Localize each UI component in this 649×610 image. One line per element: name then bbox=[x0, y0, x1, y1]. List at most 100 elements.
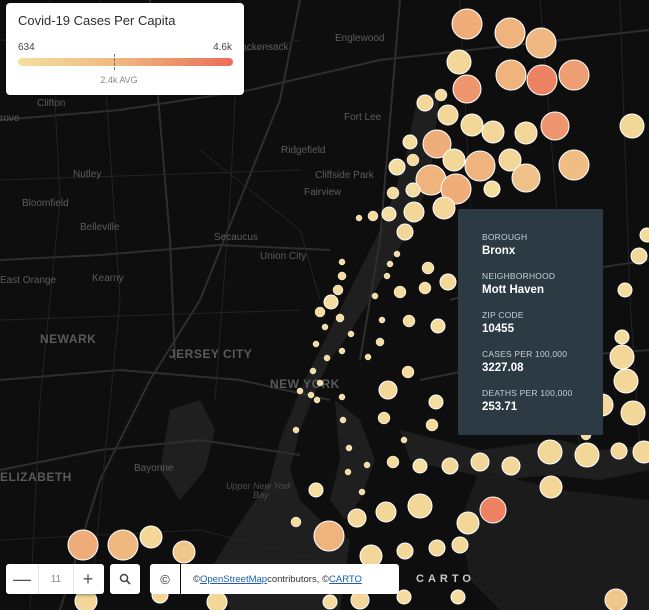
zip-code-circle[interactable] bbox=[355, 214, 363, 222]
zip-code-circle[interactable] bbox=[432, 196, 456, 220]
zip-code-circle[interactable] bbox=[619, 113, 645, 139]
zip-code-circle[interactable] bbox=[416, 94, 434, 112]
zip-code-circle[interactable] bbox=[347, 508, 367, 528]
zip-code-circle[interactable] bbox=[495, 59, 527, 91]
zip-code-circle[interactable] bbox=[378, 380, 398, 400]
zip-code-circle[interactable] bbox=[375, 337, 385, 347]
zip-code-circle[interactable] bbox=[405, 182, 421, 198]
zip-code-circle[interactable] bbox=[388, 158, 406, 176]
zip-code-circle[interactable] bbox=[386, 455, 400, 469]
zip-code-circle[interactable] bbox=[393, 285, 407, 299]
zip-code-circle[interactable] bbox=[470, 452, 490, 472]
zip-code-circle[interactable] bbox=[347, 330, 355, 338]
zip-code-circle[interactable] bbox=[313, 396, 321, 404]
zip-code-circle[interactable] bbox=[345, 444, 353, 452]
zip-code-circle[interactable] bbox=[206, 591, 228, 610]
zip-code-circle[interactable] bbox=[428, 539, 446, 557]
zip-code-circle[interactable] bbox=[396, 589, 412, 605]
zip-code-circle[interactable] bbox=[139, 525, 163, 549]
zip-code-circle[interactable] bbox=[494, 17, 526, 49]
zip-code-circle[interactable] bbox=[481, 120, 505, 144]
zip-code-circle[interactable] bbox=[312, 340, 320, 348]
zip-code-circle[interactable] bbox=[363, 461, 371, 469]
zip-code-circle[interactable] bbox=[339, 416, 347, 424]
zip-code-circle[interactable] bbox=[574, 442, 600, 468]
zip-code-circle[interactable] bbox=[172, 540, 196, 564]
zip-code-circle[interactable] bbox=[483, 180, 501, 198]
zip-code-circle[interactable] bbox=[107, 529, 139, 561]
zip-code-circle[interactable] bbox=[428, 394, 444, 410]
zip-code-circle[interactable] bbox=[290, 516, 302, 528]
zip-code-circle[interactable] bbox=[377, 411, 391, 425]
osm-link[interactable]: OpenStreetMap bbox=[200, 573, 268, 585]
zip-code-circle[interactable] bbox=[296, 387, 304, 395]
zip-code-circle[interactable] bbox=[364, 353, 372, 361]
zip-code-circle[interactable] bbox=[386, 186, 400, 200]
zip-code-circle[interactable] bbox=[412, 458, 428, 474]
zip-code-circle[interactable] bbox=[526, 64, 558, 96]
zip-code-circle[interactable] bbox=[396, 223, 414, 241]
zip-code-circle[interactable] bbox=[434, 88, 448, 102]
zip-code-circle[interactable] bbox=[425, 418, 439, 432]
zip-code-circle[interactable] bbox=[407, 493, 433, 519]
zoom-out-button[interactable]: — bbox=[13, 568, 31, 589]
zip-code-circle[interactable] bbox=[558, 59, 590, 91]
zip-code-circle[interactable] bbox=[292, 426, 300, 434]
search-button[interactable] bbox=[110, 564, 140, 594]
zip-code-circle[interactable] bbox=[525, 27, 557, 59]
zip-code-circle[interactable] bbox=[378, 316, 386, 324]
zip-code-circle[interactable] bbox=[610, 442, 628, 460]
zip-code-circle[interactable] bbox=[401, 365, 415, 379]
zip-code-circle[interactable] bbox=[396, 542, 414, 560]
zip-code-circle[interactable] bbox=[537, 439, 563, 465]
zip-code-circle[interactable] bbox=[323, 354, 331, 362]
zip-code-circle[interactable] bbox=[450, 589, 466, 605]
zip-code-circle[interactable] bbox=[338, 258, 346, 266]
zoom-in-button[interactable]: + bbox=[82, 568, 94, 589]
zip-code-circle[interactable] bbox=[430, 318, 446, 334]
zip-code-circle[interactable] bbox=[540, 111, 570, 141]
zip-code-circle[interactable] bbox=[321, 323, 329, 331]
zip-code-circle[interactable] bbox=[440, 173, 472, 205]
zip-code-circle[interactable] bbox=[451, 536, 469, 554]
zip-code-circle[interactable] bbox=[418, 281, 432, 295]
zip-code-circle[interactable] bbox=[511, 163, 541, 193]
zip-code-circle[interactable] bbox=[337, 271, 347, 281]
zip-code-circle[interactable] bbox=[422, 129, 452, 159]
zip-code-circle[interactable] bbox=[639, 227, 649, 243]
zip-code-circle[interactable] bbox=[367, 210, 379, 222]
zip-code-circle[interactable] bbox=[539, 475, 563, 499]
zip-code-circle[interactable] bbox=[332, 284, 344, 296]
zip-code-circle[interactable] bbox=[323, 294, 339, 310]
zip-code-circle[interactable] bbox=[338, 393, 346, 401]
zip-code-circle[interactable] bbox=[441, 457, 459, 475]
zip-code-circle[interactable] bbox=[358, 488, 366, 496]
zip-code-circle[interactable] bbox=[421, 261, 435, 275]
zip-code-circle[interactable] bbox=[381, 206, 397, 222]
zip-code-circle[interactable] bbox=[338, 347, 346, 355]
zip-code-circle[interactable] bbox=[632, 440, 649, 464]
zip-code-circle[interactable] bbox=[402, 134, 418, 150]
zip-code-circle[interactable] bbox=[402, 314, 416, 328]
zip-code-circle[interactable] bbox=[406, 153, 420, 167]
zip-code-circle[interactable] bbox=[456, 511, 480, 535]
zip-code-circle[interactable] bbox=[604, 588, 628, 610]
zip-code-circle[interactable] bbox=[386, 260, 394, 268]
zip-code-circle[interactable] bbox=[460, 113, 484, 137]
zip-code-circle[interactable] bbox=[630, 247, 648, 265]
zip-code-circle[interactable] bbox=[313, 520, 345, 552]
zip-code-circle[interactable] bbox=[375, 501, 397, 523]
zip-code-circle[interactable] bbox=[464, 150, 496, 182]
zip-code-circle[interactable] bbox=[314, 306, 326, 318]
zip-code-circle[interactable] bbox=[316, 379, 324, 387]
zip-code-circle[interactable] bbox=[383, 272, 391, 280]
zip-code-circle[interactable] bbox=[309, 367, 317, 375]
zip-code-circle[interactable] bbox=[439, 273, 457, 291]
zip-code-circle[interactable] bbox=[452, 74, 482, 104]
attribution-toggle-button[interactable]: © bbox=[150, 564, 180, 594]
zip-code-circle[interactable] bbox=[437, 104, 459, 126]
zip-code-circle[interactable] bbox=[67, 529, 99, 561]
zip-code-circle[interactable] bbox=[322, 594, 338, 610]
carto-link[interactable]: CARTO bbox=[329, 573, 362, 585]
zip-code-circle[interactable] bbox=[620, 400, 646, 426]
